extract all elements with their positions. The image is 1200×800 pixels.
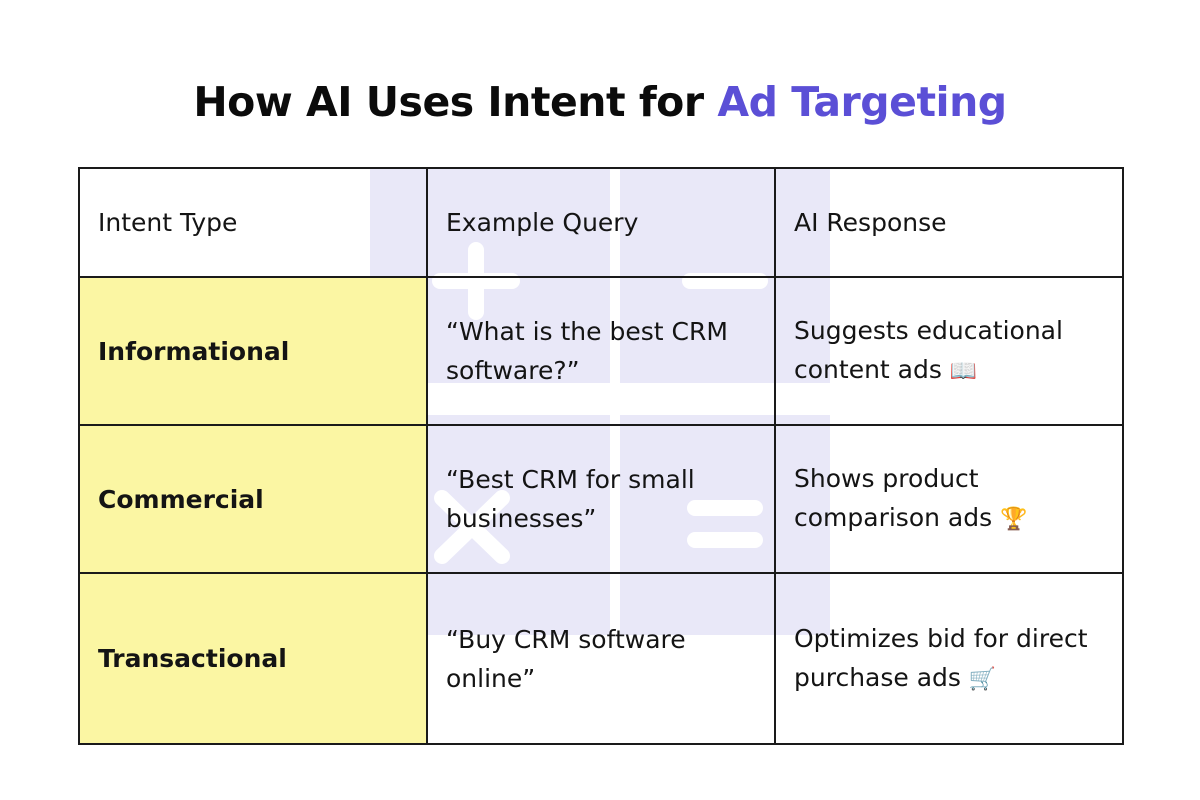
- ai-response-text: Suggests educational content ads: [794, 316, 1063, 384]
- shopping-cart-icon: 🛒: [968, 666, 997, 692]
- intent-type-cell: Transactional: [78, 572, 428, 745]
- table-row: Informational “What is the best CRM soft…: [78, 276, 1124, 426]
- page-title: How AI Uses Intent for Ad Targeting: [0, 78, 1200, 126]
- intent-table: Intent Type Example Query AI Response In…: [78, 167, 1124, 745]
- header-example-query: Example Query: [426, 167, 776, 278]
- ai-response-cell: Optimizes bid for direct purchase ads 🛒: [774, 572, 1124, 745]
- ai-response-text: Shows product comparison ads: [794, 464, 993, 532]
- ai-response-cell: Shows product comparison ads 🏆: [774, 424, 1124, 574]
- header-ai-response: AI Response: [774, 167, 1124, 278]
- example-query-cell: “Best CRM for small businesses”: [426, 424, 776, 574]
- intent-type-cell: Informational: [78, 276, 428, 426]
- open-book-icon: 📖: [949, 359, 978, 384]
- trophy-icon: 🏆: [1000, 507, 1028, 532]
- table-row: Commercial “Best CRM for small businesse…: [78, 424, 1124, 574]
- intent-type-cell: Commercial: [78, 424, 428, 574]
- table-row: Transactional “Buy CRM software online” …: [78, 572, 1124, 745]
- example-query-cell: “What is the best CRM software?”: [426, 276, 776, 426]
- example-query-cell: “Buy CRM software online”: [426, 572, 776, 745]
- ai-response-text: Optimizes bid for direct purchase ads: [794, 623, 1088, 692]
- ai-response-cell: Suggests educational content ads 📖: [774, 276, 1124, 426]
- title-accent: Ad Targeting: [717, 78, 1007, 126]
- header-intent-type: Intent Type: [78, 167, 428, 278]
- table-header-row: Intent Type Example Query AI Response: [78, 167, 1124, 278]
- title-main: How AI Uses Intent for: [193, 78, 704, 126]
